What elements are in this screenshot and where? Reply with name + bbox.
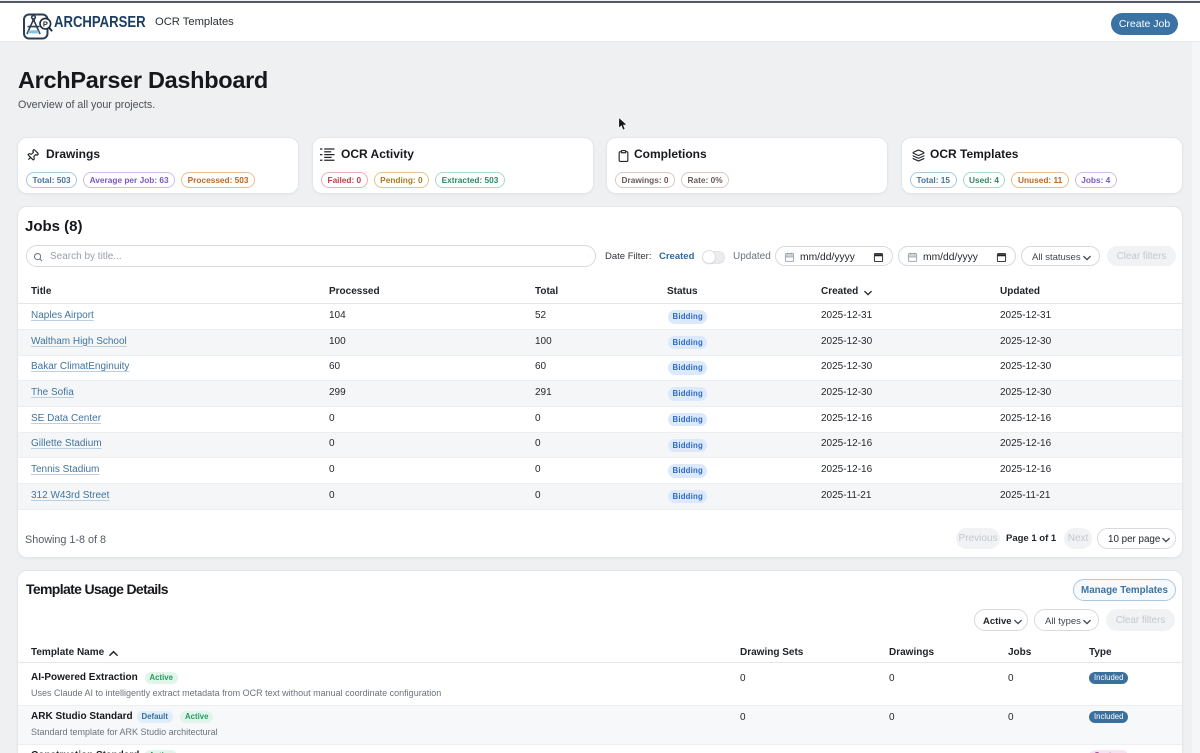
svg-text:P: P (43, 19, 48, 28)
